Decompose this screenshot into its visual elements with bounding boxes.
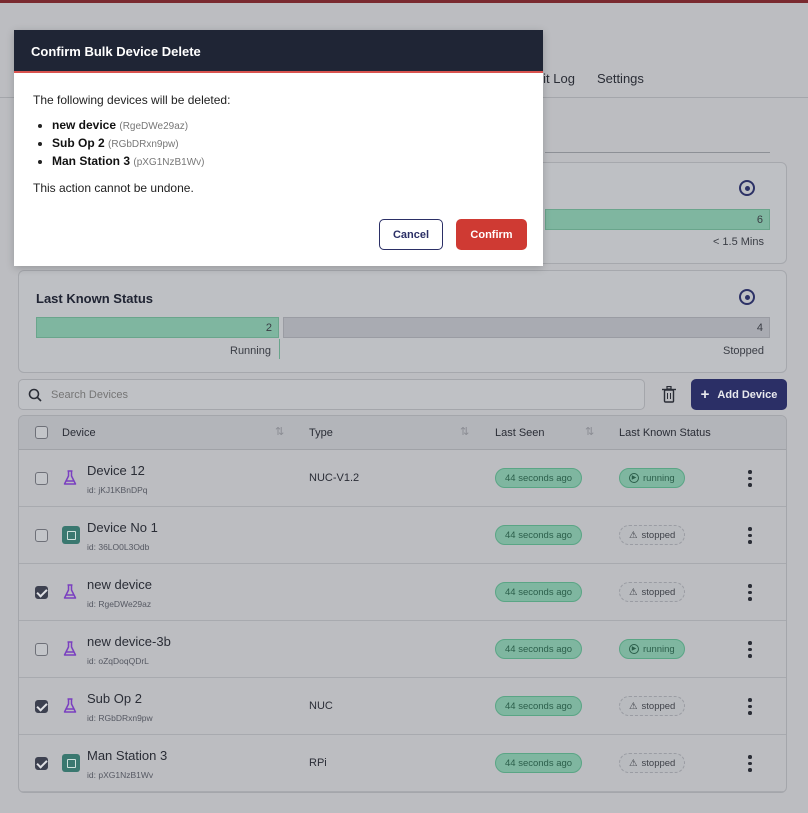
plus-icon: + [700, 386, 710, 403]
play-icon: ▶ [629, 644, 639, 654]
last-seen-label: < 1.5 Mins [712, 236, 764, 248]
last-seen-badge: 44 seconds ago [495, 582, 583, 602]
table-row[interactable]: Man Station 3 id: pXG1NzB1Wv RPi 44 seconds… [19, 735, 786, 792]
chip-icon [62, 754, 80, 772]
row-checkbox[interactable] [35, 529, 48, 542]
list-item: new device (RgeDWe29az) [52, 117, 524, 135]
top-bar [0, 0, 808, 3]
more-options-icon[interactable] [747, 698, 753, 715]
device-id: id: jKJ1KBnDPq [87, 485, 148, 495]
table-row[interactable]: new device-3b id: oZqDoqQDrL 44 seconds ag… [19, 621, 786, 678]
flask-icon [63, 470, 77, 485]
running-label: Running [230, 345, 271, 357]
status-badge: ▶ running [619, 468, 685, 488]
table-row[interactable]: new device id: RgeDWe29az 44 seconds ago ⚠ s… [19, 564, 786, 621]
device-name[interactable]: Device No 1 [87, 520, 158, 535]
search-icon [28, 388, 42, 402]
eye-icon[interactable] [739, 289, 755, 305]
list-item: Man Station 3 (pXG1NzB1Wv) [52, 153, 524, 171]
device-type: NUC [309, 700, 333, 712]
confirm-dialog: Confirm Bulk Device Delete The following… [14, 30, 543, 266]
select-all-checkbox[interactable] [35, 426, 48, 439]
flask-icon [63, 698, 77, 713]
stopped-bar[interactable]: 4 [283, 317, 770, 338]
table-header: Device ⇅ Type ⇅ Last Seen ⇅ Last Known S… [19, 416, 786, 450]
warning-icon: ⚠ [629, 757, 638, 769]
row-checkbox[interactable] [35, 643, 48, 656]
status-badge: ⚠ stopped [619, 525, 686, 545]
device-id: id: RGbDRxn9pw [87, 713, 153, 723]
row-checkbox[interactable] [35, 700, 48, 713]
device-id: id: RgeDWe29az [87, 599, 152, 609]
header-last-seen[interactable]: Last Seen [495, 427, 545, 439]
flask-icon [63, 641, 77, 656]
sort-icon[interactable]: ⇅ [460, 426, 470, 438]
table-row[interactable]: Device No 1 id: 36LO0L3Odb 44 seconds ago ⚠… [19, 507, 786, 564]
last-seen-badge: 44 seconds ago [495, 696, 583, 716]
last-seen-bar[interactable]: 6 [545, 209, 770, 230]
list-item: Sub Op 2 (RGbDRxn9pw) [52, 135, 524, 153]
dialog-title: Confirm Bulk Device Delete [14, 30, 543, 73]
device-name[interactable]: Device 12 [87, 463, 145, 478]
flask-icon [63, 584, 77, 599]
search-box [18, 379, 645, 410]
chip-icon [62, 526, 80, 544]
status-badge: ⚠ stopped [619, 696, 686, 716]
last-seen-badge: 44 seconds ago [495, 468, 583, 488]
confirm-button[interactable]: Confirm [456, 219, 527, 250]
stopped-label: Stopped [723, 345, 764, 357]
more-options-icon[interactable] [747, 755, 753, 772]
more-options-icon[interactable] [747, 641, 753, 658]
header-last-known-status: Last Known Status [619, 427, 711, 439]
status-badge: ⚠ stopped [619, 753, 686, 773]
device-type: NUC-V1.2 [309, 472, 360, 484]
last-seen-badge: 44 seconds ago [495, 525, 583, 545]
divider [545, 152, 770, 153]
device-id: id: pXG1NzB1Wv [87, 770, 154, 780]
last-seen-badge: 44 seconds ago [495, 753, 583, 773]
warning-icon: ⚠ [629, 529, 638, 541]
warning-icon: ⚠ [629, 586, 638, 598]
header-type[interactable]: Type [309, 427, 333, 439]
add-device-label: Add Device [717, 388, 778, 401]
sort-icon[interactable]: ⇅ [275, 426, 285, 438]
device-id: id: 36LO0L3Odb [87, 542, 150, 552]
tab-settings[interactable]: Settings [596, 71, 644, 86]
table-row[interactable]: Device 12 id: jKJ1KBnDPq NUC-V1.2 44 second… [19, 450, 786, 507]
more-options-icon[interactable] [747, 584, 753, 601]
eye-icon[interactable] [739, 180, 755, 196]
warning-icon: ⚠ [629, 700, 638, 712]
device-type: RPi [309, 757, 327, 769]
more-options-icon[interactable] [747, 470, 753, 487]
last-seen-badge: 44 seconds ago [495, 639, 583, 659]
status-badge: ▶ running [619, 639, 685, 659]
more-options-icon[interactable] [747, 527, 753, 544]
header-device[interactable]: Device [62, 427, 96, 439]
table-row[interactable]: Sub Op 2 id: RGbDRxn9pw NUC 44 seconds ago ⚠… [19, 678, 786, 735]
devices-table: Device ⇅ Type ⇅ Last Seen ⇅ Last Known S… [18, 415, 787, 793]
row-checkbox[interactable] [35, 472, 48, 485]
last-known-status-card: Last Known Status 2 4 Running Stopped [18, 270, 787, 373]
status-badge: ⚠ stopped [619, 582, 686, 602]
search-input[interactable] [51, 380, 631, 409]
device-list: new device (RgeDWe29az) Sub Op 2 (RGbDRx… [52, 117, 524, 171]
device-id: id: oZqDoqQDrL [87, 656, 149, 666]
card-title: Last Known Status [36, 291, 154, 306]
play-icon: ▶ [629, 473, 639, 483]
device-name[interactable]: new device-3b [87, 634, 171, 649]
bar-divider [279, 339, 280, 359]
row-checkbox[interactable] [35, 757, 48, 770]
device-name[interactable]: Sub Op 2 [87, 691, 142, 706]
device-name[interactable]: Man Station 3 [87, 748, 168, 763]
sort-icon[interactable]: ⇅ [585, 426, 595, 438]
device-name[interactable]: new device [87, 577, 153, 592]
cancel-button[interactable]: Cancel [379, 219, 443, 250]
add-device-button[interactable]: + Add Device [691, 379, 787, 410]
running-bar[interactable]: 2 [36, 317, 279, 338]
row-checkbox[interactable] [35, 586, 48, 599]
dialog-intro: The following devices will be deleted: [33, 93, 231, 107]
dialog-warning: This action cannot be undone. [33, 181, 194, 195]
trash-icon[interactable] [662, 386, 676, 403]
